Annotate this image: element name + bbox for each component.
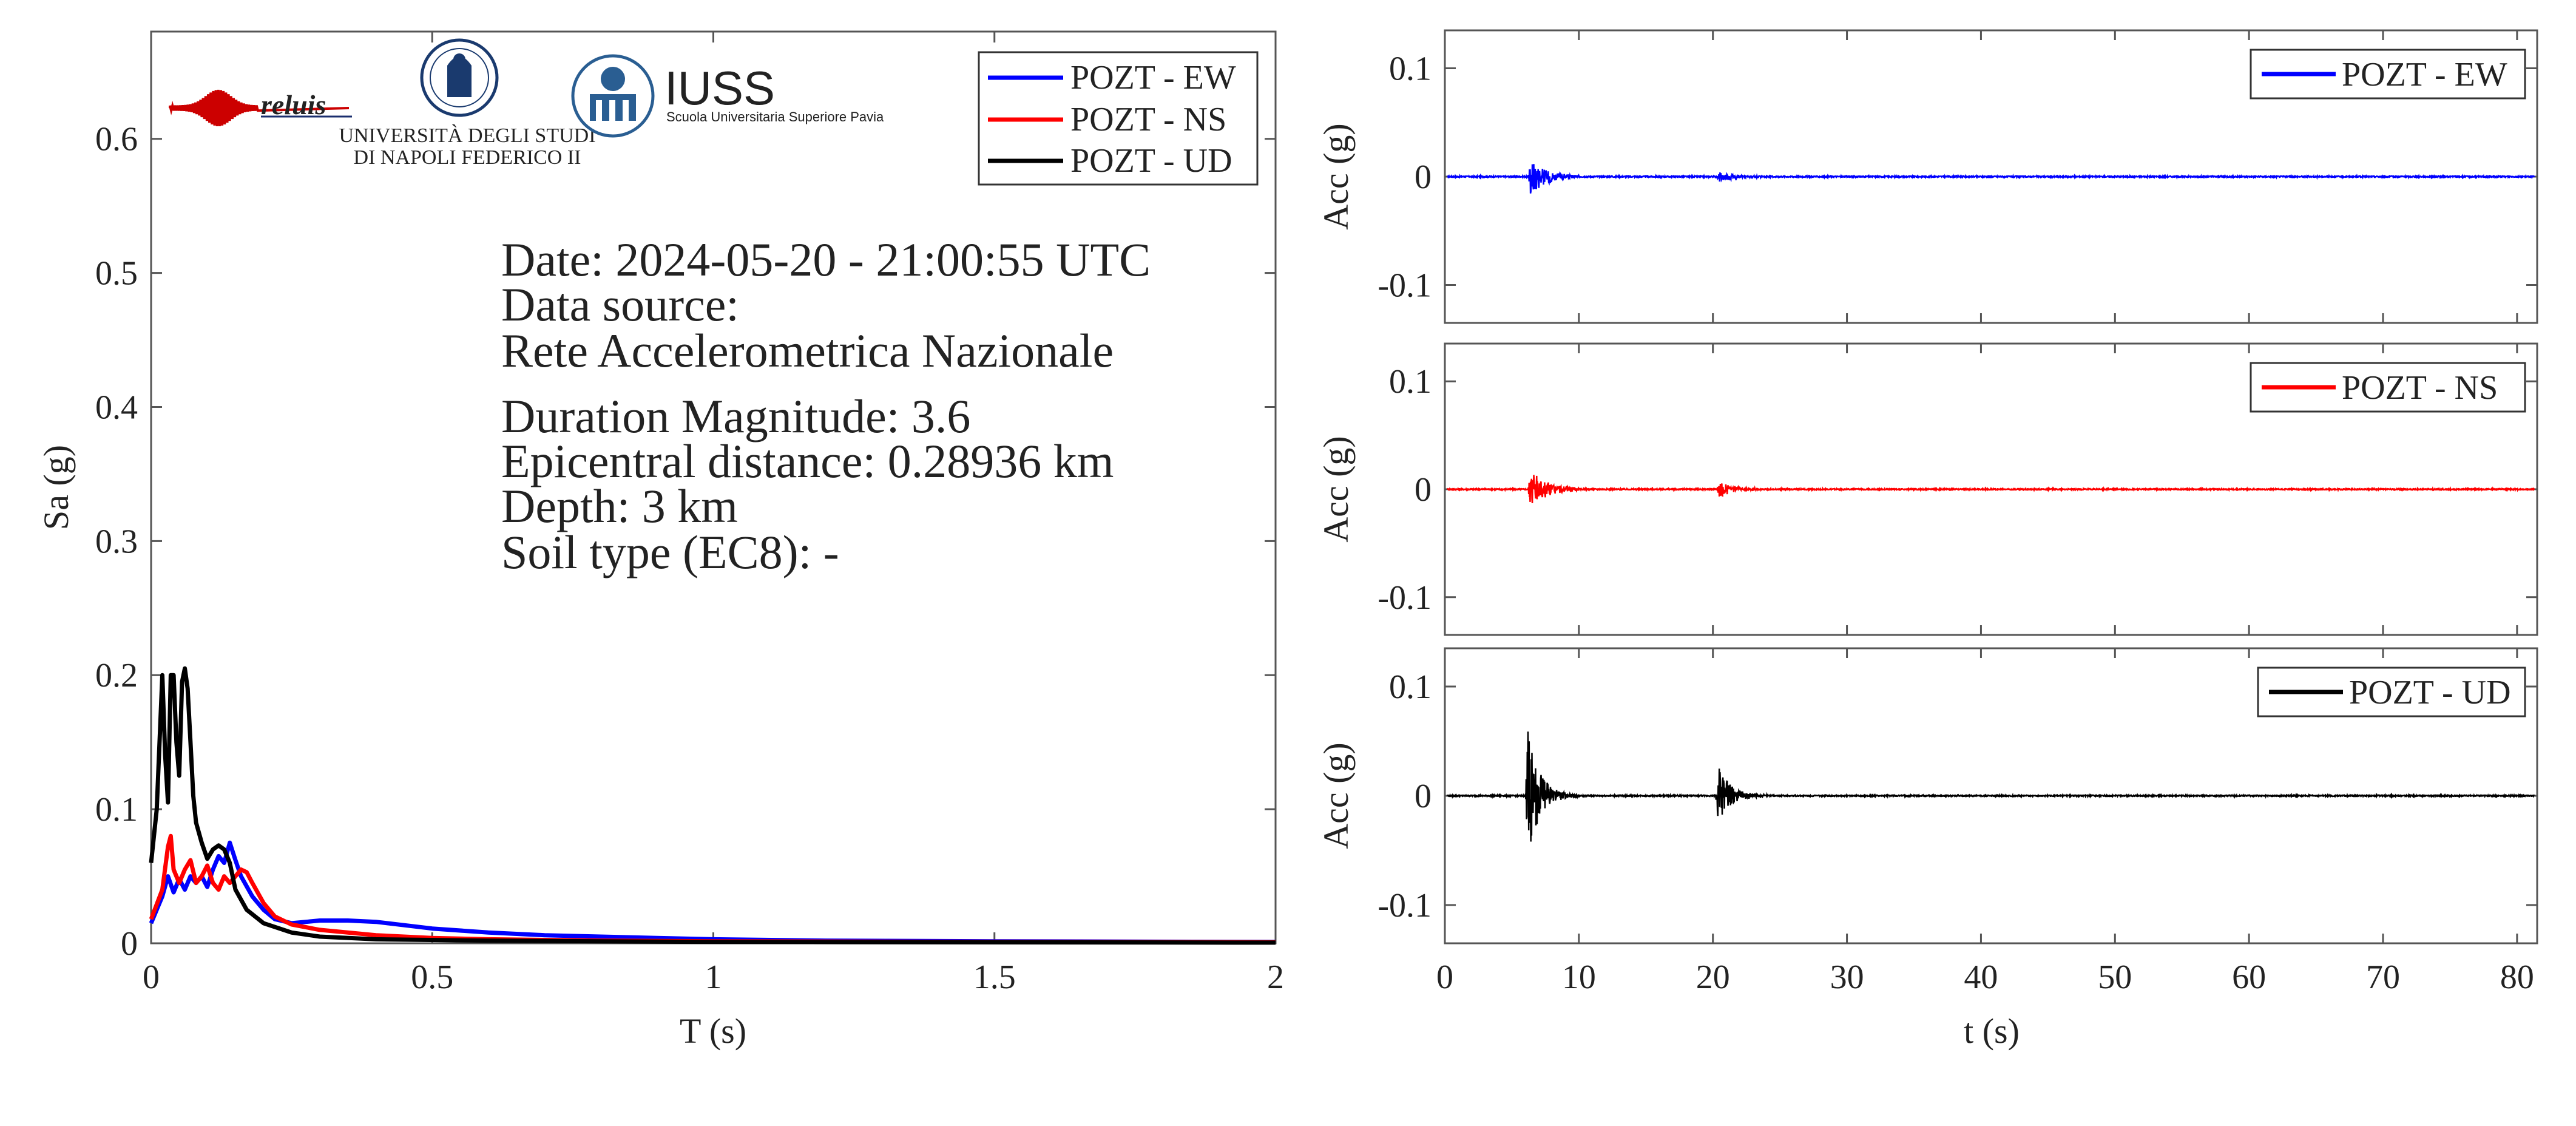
spectrum-y-tick-label: 0.4 bbox=[95, 388, 138, 426]
acc-x-tick-label: 10 bbox=[1562, 958, 1596, 996]
acc-y-label: Acc (g) bbox=[1316, 742, 1356, 849]
event-depth: Depth: 3 km bbox=[501, 480, 738, 532]
spectrum-ticks: 0 0.5 1 1.5 2 0 0.1 0.2 0.3 0.4 0.5 0.6 bbox=[95, 32, 1284, 996]
acc-legend-label: POZT - UD bbox=[2349, 674, 2511, 711]
acc-y-tick-label: 0 bbox=[1415, 158, 1432, 196]
spectrum-y-tick-label: 0.5 bbox=[95, 255, 138, 293]
acc-legend-label: POZT - NS bbox=[2342, 369, 2498, 407]
spectrum-y-tick-label: 0.1 bbox=[95, 791, 138, 829]
acc-x-tick-label: 70 bbox=[2366, 958, 2400, 996]
spectrum-x-tick-label: 1.5 bbox=[973, 958, 1016, 996]
acceleration-series-poztud bbox=[1447, 731, 2535, 842]
spectrum-legend: POZT - EW POZT - NS POZT - UD bbox=[978, 51, 1259, 186]
spectrum-series-poztew bbox=[149, 840, 1276, 945]
acc-y-label: Acc (g) bbox=[1316, 436, 1356, 543]
spectrum-y-tick-label: 0.3 bbox=[95, 523, 138, 560]
event-source-label: Data source: bbox=[501, 278, 739, 331]
spectrum-x-tick-label: 0 bbox=[143, 958, 160, 996]
acceleration-series-poztns bbox=[1447, 475, 2535, 504]
unina-logo: UNIVERSITÀ DEGLI STUDI DI NAPOLI FEDERIC… bbox=[339, 38, 596, 169]
spectrum-panel: 0 0.5 1 1.5 2 0 0.1 0.2 0.3 0.4 0.5 0.6 T (s) Sa (g… bbox=[36, 30, 1284, 1051]
spectrum-y-tick-label: 0.2 bbox=[95, 657, 138, 694]
iuss-logo-subtitle: Scuola Universitaria Superiore Pavia bbox=[666, 109, 884, 124]
event-magnitude: Duration Magnitude: 3.6 bbox=[501, 390, 970, 443]
event-source-name: Rete Accelerometrica Nazionale bbox=[501, 324, 1114, 377]
event-date: Date: 2024-05-20 - 21:00:55 UTC bbox=[501, 233, 1151, 286]
spectrum-x-tick-label: 1 bbox=[705, 958, 722, 996]
legend-label-ew: POZT - EW bbox=[1070, 59, 1236, 97]
spectrum-series-poztud bbox=[149, 666, 1276, 945]
acc-x-tick-label: 30 bbox=[1830, 958, 1864, 996]
legend-label-ud: POZT - UD bbox=[1070, 142, 1232, 180]
acc-x-tick-label: 40 bbox=[1964, 958, 1998, 996]
reluis-logo: reluis bbox=[169, 89, 352, 126]
iuss-logo-text: IUSS bbox=[664, 61, 775, 115]
acceleration-panel-2: -0.1 0 0.1 Acc (g) POZT - NS bbox=[1316, 342, 2538, 636]
acc-y-tick-label: 0.1 bbox=[1389, 363, 1432, 401]
acc-y-label: Acc (g) bbox=[1316, 123, 1356, 230]
acc-y-tick-label: -0.1 bbox=[1378, 887, 1432, 924]
acc-y-tick-label: 0.1 bbox=[1389, 50, 1432, 87]
acc-y-tick-label: -0.1 bbox=[1378, 579, 1432, 617]
spectrum-x-tick-label: 2 bbox=[1267, 958, 1284, 996]
unina-logo-line2: DI NAPOLI FEDERICO II bbox=[354, 146, 581, 169]
reluis-logo-text: reluis bbox=[261, 89, 326, 120]
spectrum-y-tick-label: 0 bbox=[121, 925, 138, 963]
spectrum-y-label: Sa (g) bbox=[36, 445, 76, 530]
acceleration-panel-1: -0.1 0 0.1 Acc (g) POZT - EW bbox=[1316, 29, 2538, 324]
spectrum-x-label: T (s) bbox=[680, 1011, 746, 1051]
spectrum-x-tick-label: 0.5 bbox=[411, 958, 453, 996]
acc-y-tick-label: 0 bbox=[1415, 778, 1432, 815]
iuss-logo: IUSS Scuola Universitaria Superiore Pavi… bbox=[571, 54, 884, 138]
spectrum-y-tick-label: 0.6 bbox=[95, 121, 138, 158]
event-soil-type: Soil type (EC8): - bbox=[501, 526, 839, 578]
acc-y-tick-label: 0.1 bbox=[1389, 668, 1432, 706]
acc-x-tick-label: 60 bbox=[2232, 958, 2266, 996]
acc-x-tick-label: 80 bbox=[2500, 958, 2534, 996]
acc-x-tick-label: 50 bbox=[2098, 958, 2132, 996]
event-info: Date: 2024-05-20 - 21:00:55 UTC Data sou… bbox=[501, 233, 1151, 578]
acceleration-series-poztew bbox=[1447, 164, 2535, 194]
unina-logo-line1: UNIVERSITÀ DEGLI STUDI bbox=[339, 124, 595, 147]
acc-legend-label: POZT - EW bbox=[2342, 56, 2507, 93]
legend-label-ns: POZT - NS bbox=[1070, 101, 1226, 138]
acc-y-tick-label: -0.1 bbox=[1378, 267, 1432, 305]
acc-x-tick-label: 0 bbox=[1436, 958, 1453, 996]
time-x-label: t (s) bbox=[1964, 1011, 2020, 1051]
acc-y-tick-label: 0 bbox=[1415, 471, 1432, 509]
acc-x-tick-label: 20 bbox=[1696, 958, 1730, 996]
event-distance: Epicentral distance: 0.28936 km bbox=[501, 435, 1114, 487]
spectrum-lines bbox=[149, 666, 1276, 945]
